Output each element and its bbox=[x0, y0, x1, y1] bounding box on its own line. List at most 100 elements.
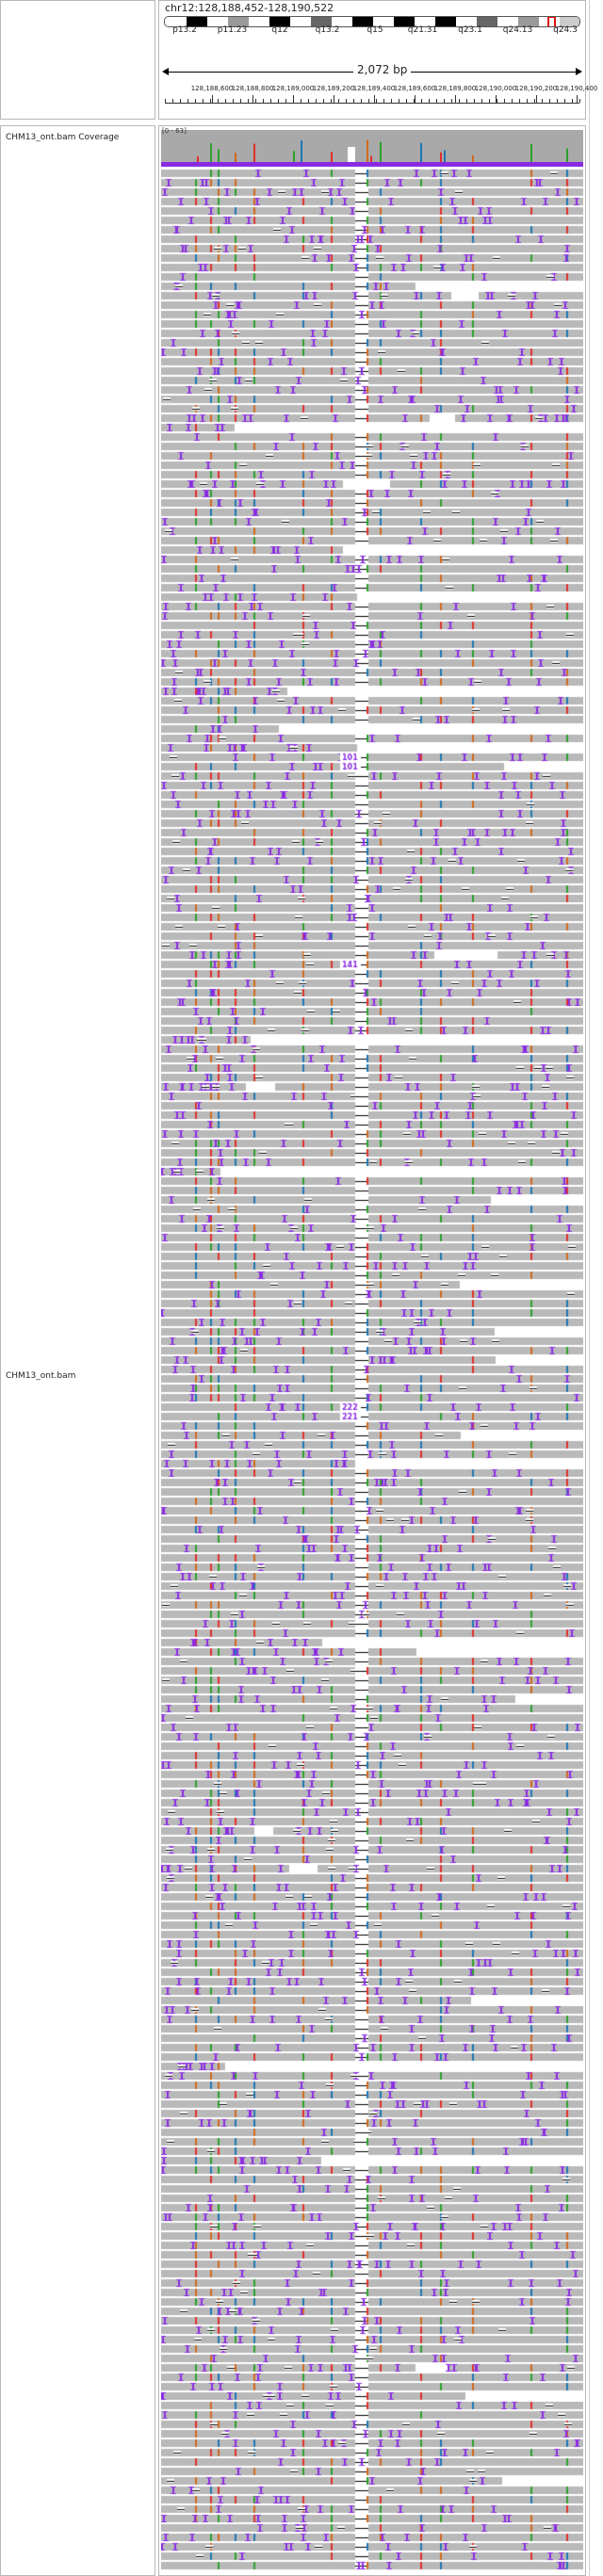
ruler-minor-tick bbox=[459, 99, 460, 103]
ruler-minor-tick bbox=[361, 99, 362, 103]
cytoband-p13.2 bbox=[165, 17, 187, 26]
ruler-tick-label: 128,189,600 bbox=[393, 85, 436, 92]
alignment-track-name[interactable]: CHM13_ont.bam bbox=[6, 1371, 76, 1381]
ruler-minor-tick bbox=[542, 99, 543, 103]
ruler-minor-tick bbox=[474, 99, 475, 103]
coverage-mismatch-bar bbox=[197, 155, 199, 162]
alignment-reads-canvas[interactable] bbox=[161, 169, 583, 2572]
coverage-histogram[interactable] bbox=[161, 126, 583, 168]
ruler-tick-label: 128,190,200 bbox=[514, 85, 558, 92]
locus-label: chr12:128,188,452-128,190,522 bbox=[165, 2, 334, 14]
ruler-minor-tick bbox=[338, 99, 339, 103]
ruler-minor-tick bbox=[549, 99, 550, 103]
ruler-minor-tick bbox=[233, 99, 234, 103]
cytoband-p11.23 bbox=[227, 17, 249, 26]
ruler-minor-tick bbox=[414, 99, 415, 103]
ruler-minor-tick bbox=[466, 99, 467, 103]
coverage-mismatch-bar bbox=[235, 153, 236, 162]
ruler-minor-tick bbox=[534, 99, 535, 103]
ruler-minor-tick bbox=[481, 99, 482, 103]
cytoband-p11.1 bbox=[269, 17, 290, 26]
chromosome-ideogram[interactable] bbox=[164, 16, 580, 27]
cytoband-q21.2 bbox=[393, 17, 415, 26]
ruler-minor-tick bbox=[383, 99, 384, 103]
ruler-minor-tick bbox=[564, 99, 565, 103]
span-left-arrow-icon bbox=[162, 68, 169, 75]
ruler-major-tick bbox=[212, 95, 213, 103]
ruler-minor-tick bbox=[308, 99, 309, 103]
ruler-minor-tick bbox=[187, 99, 188, 103]
ruler-minor-tick bbox=[270, 99, 271, 103]
cytoband-p11.21 bbox=[248, 17, 269, 26]
ruler-baseline bbox=[165, 103, 579, 104]
cytoband-p12.3 bbox=[186, 17, 207, 26]
ruler-minor-tick bbox=[225, 99, 226, 103]
ruler-minor-tick bbox=[504, 99, 505, 103]
ruler-minor-tick bbox=[301, 99, 302, 103]
ruler-minor-tick bbox=[406, 99, 407, 103]
coverage-mismatch-bar bbox=[210, 143, 212, 162]
ruler-minor-tick bbox=[331, 99, 332, 103]
ruler-major-tick bbox=[293, 95, 294, 103]
cytoband-label: q24.3 bbox=[553, 25, 578, 35]
ruler-minor-tick bbox=[512, 99, 513, 103]
cytoband-label: p13.2 bbox=[172, 25, 197, 35]
cytoband-label: q15 bbox=[367, 25, 383, 35]
ruler-minor-tick bbox=[519, 99, 520, 103]
cytoband-q15 bbox=[372, 17, 394, 26]
cytoband-q13.11 bbox=[310, 17, 332, 26]
cytoband-q21.31 bbox=[414, 17, 435, 26]
ruler-minor-tick bbox=[248, 99, 249, 103]
coverage-track-name[interactable]: CHM13_ont.bam Coverage bbox=[6, 133, 120, 142]
ruler-minor-tick bbox=[376, 99, 377, 103]
ruler-major-tick bbox=[455, 95, 456, 103]
ruler-minor-tick bbox=[218, 99, 219, 103]
insertion-density-bar bbox=[161, 162, 583, 167]
cytoband-q23.1 bbox=[455, 17, 477, 26]
coverage-mismatch-bar bbox=[472, 155, 474, 162]
cytoband-q14.1 bbox=[351, 17, 373, 26]
ruler-minor-tick bbox=[255, 99, 256, 103]
ruler-minor-tick bbox=[429, 99, 430, 103]
coverage-mismatch-bar bbox=[253, 143, 255, 162]
ruler-tick-label: 128,189,400 bbox=[352, 85, 396, 92]
coverage-dip bbox=[348, 147, 355, 162]
ruler-tick-label: 128,188,600 bbox=[190, 85, 234, 92]
header-name-panel bbox=[0, 0, 155, 120]
cytoband-label: q23.1 bbox=[458, 25, 482, 35]
ruler-tick-label: 128,190,400 bbox=[555, 85, 598, 92]
coverage-data-range: [0 - 63] bbox=[162, 127, 187, 135]
ruler-minor-tick bbox=[195, 99, 196, 103]
span-length-label: 2,072 bp bbox=[353, 63, 412, 76]
ruler-minor-tick bbox=[180, 99, 181, 103]
coverage-mismatch-bar bbox=[331, 152, 333, 162]
ruler-minor-tick bbox=[451, 99, 452, 103]
cytoband-q13.2 bbox=[331, 17, 352, 26]
ruler-minor-tick bbox=[165, 99, 166, 103]
track-data-panel: [0 - 63] bbox=[158, 125, 586, 2576]
ruler-minor-tick bbox=[444, 99, 445, 103]
ruler-minor-tick bbox=[172, 99, 173, 103]
ruler-minor-tick bbox=[557, 99, 558, 103]
ruler-minor-tick bbox=[421, 99, 422, 103]
header-data-panel: chr12:128,188,452-128,190,522 p13.2 p11.2… bbox=[158, 0, 597, 120]
coverage-mismatch-bar bbox=[370, 155, 372, 162]
ruler-minor-tick bbox=[210, 99, 211, 103]
cytoband-p12.1 bbox=[206, 17, 228, 26]
ruler-tick-label: 128,189,800 bbox=[433, 85, 477, 92]
cytoband-q12 bbox=[289, 17, 311, 26]
ruler-minor-tick bbox=[572, 99, 573, 103]
ruler-minor-tick bbox=[323, 99, 324, 103]
cytoband-label: q24.13 bbox=[502, 25, 533, 35]
ideogram-current-region-marker bbox=[547, 17, 556, 26]
ruler-minor-tick bbox=[285, 99, 286, 103]
ruler-major-tick bbox=[374, 95, 375, 103]
coverage-mismatch-bar bbox=[380, 141, 382, 162]
cytoband-q21.33 bbox=[434, 17, 456, 26]
ruler-minor-tick bbox=[579, 99, 580, 103]
ruler-tick-label: 128,190,000 bbox=[474, 85, 517, 92]
ruler-minor-tick bbox=[278, 99, 279, 103]
ruler-minor-tick bbox=[263, 99, 264, 103]
cytoband-label: q13.2 bbox=[315, 25, 340, 35]
ruler-major-tick bbox=[496, 95, 497, 103]
